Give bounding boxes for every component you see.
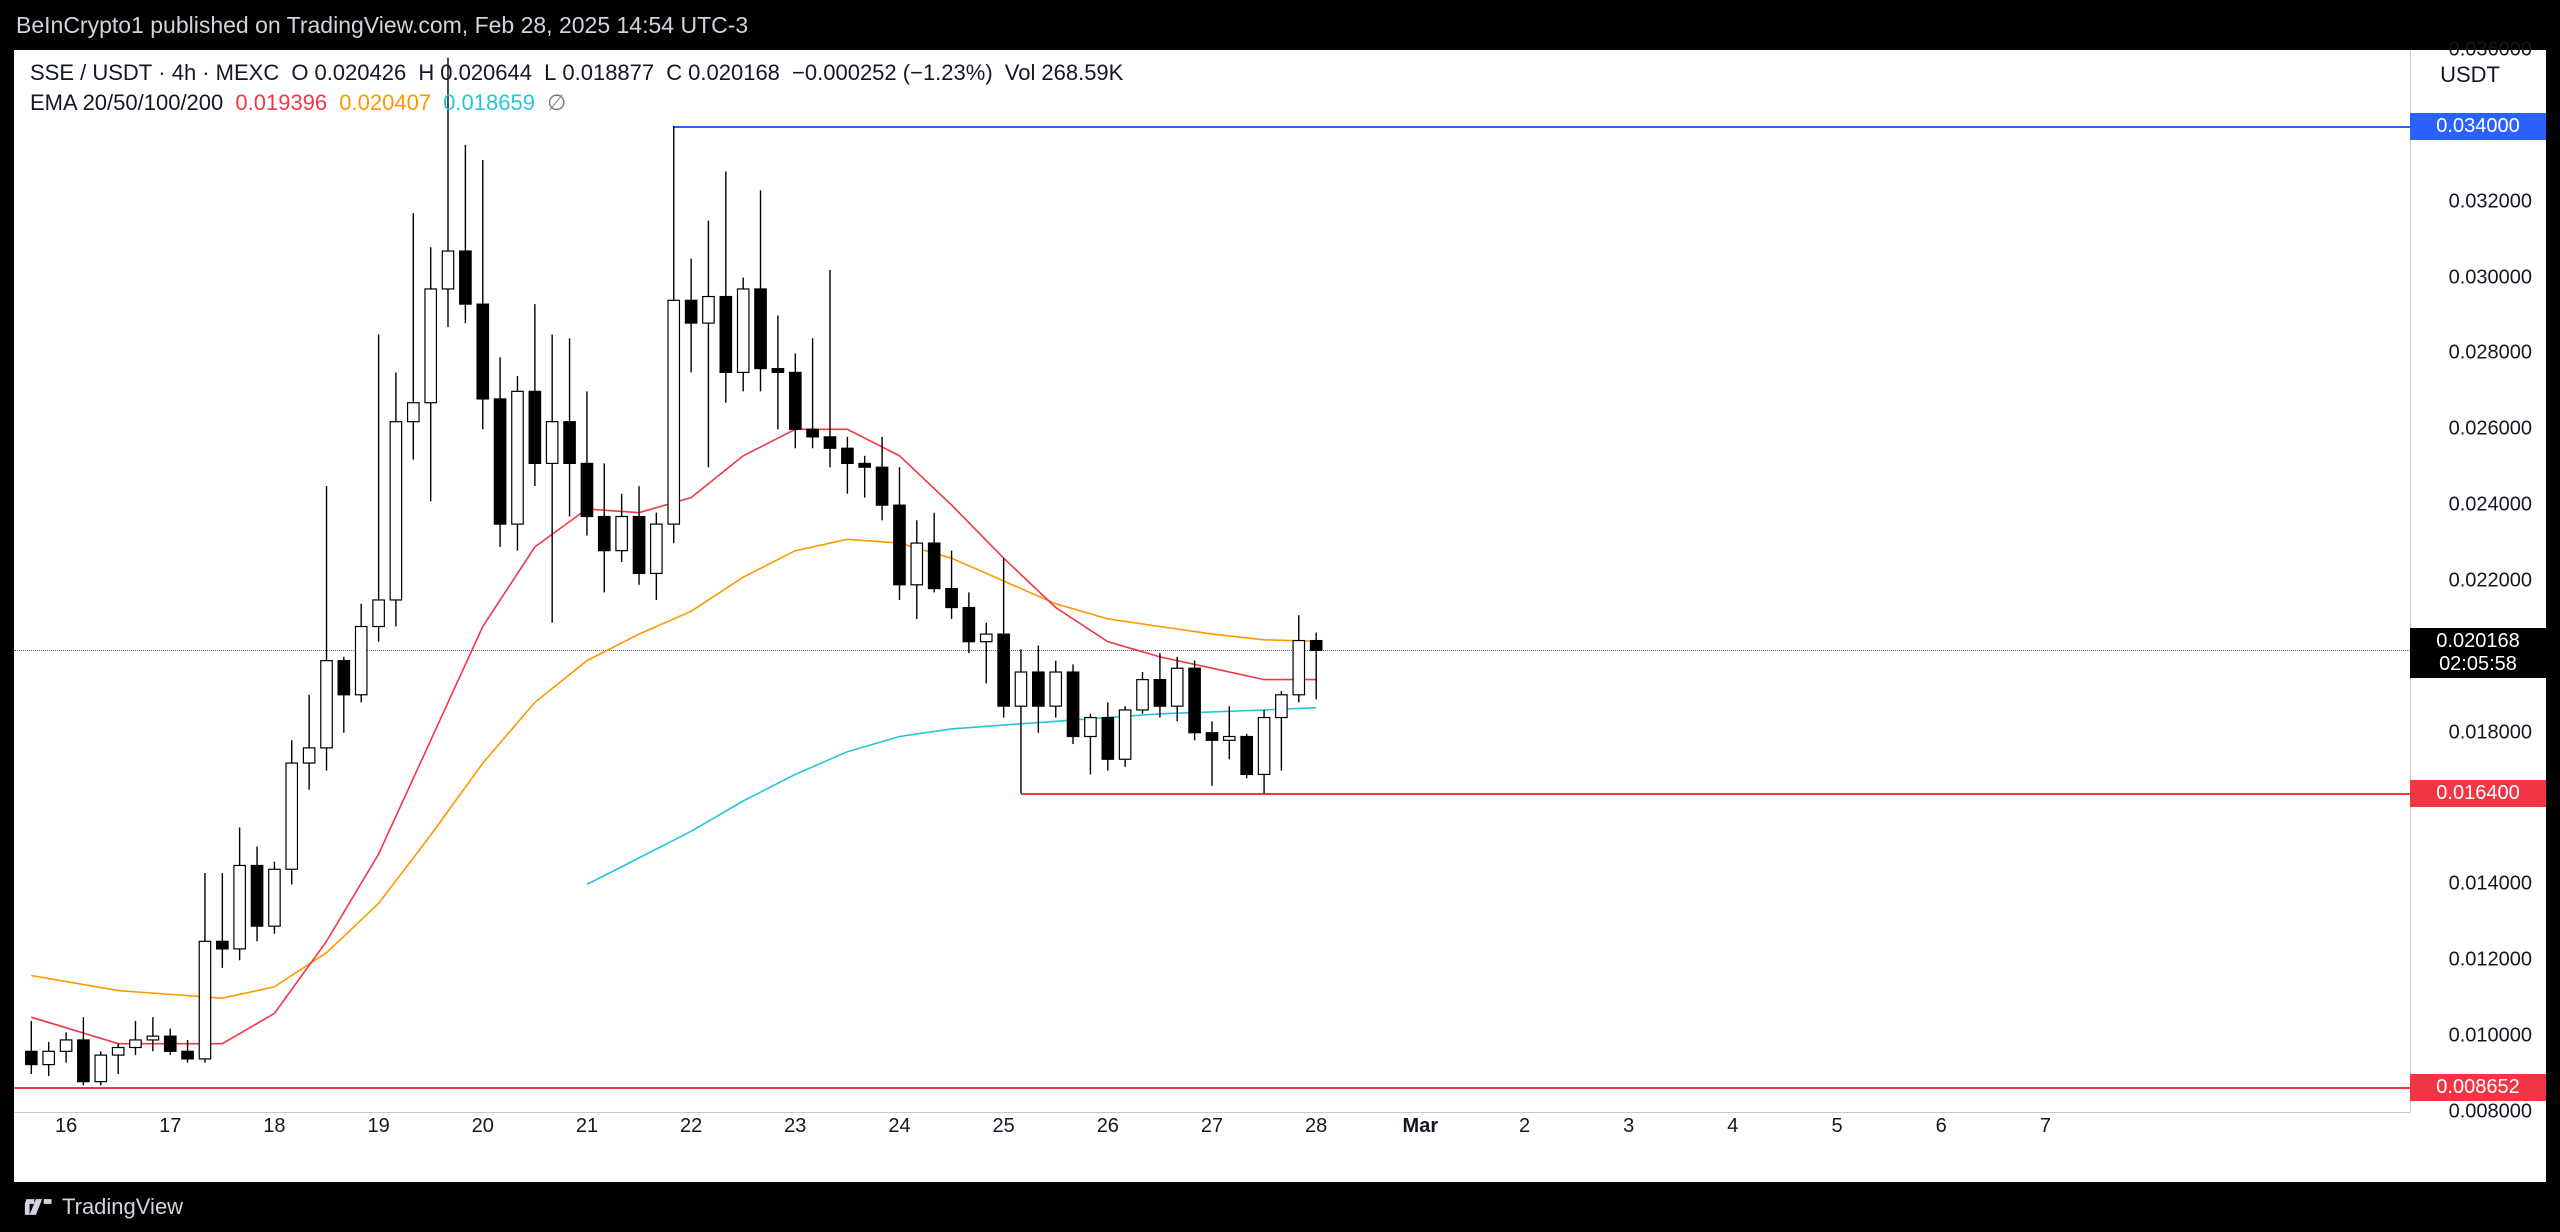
vol-value: 268.59K xyxy=(1041,60,1123,85)
y-tick: 0.012000 xyxy=(2449,949,2532,972)
x-tick: 26 xyxy=(1097,1115,1119,1138)
chart-frame[interactable]: SSE / USDT· 4h· MEXC O0.020426 H0.020644… xyxy=(14,50,2546,1182)
x-tick: 5 xyxy=(1831,1115,1842,1138)
symbol-pair: SSE / USDT xyxy=(30,60,152,85)
o-value: 0.020426 xyxy=(314,60,406,85)
x-tick: 28 xyxy=(1305,1115,1327,1138)
x-tick: 21 xyxy=(576,1115,598,1138)
price-axis[interactable]: USDT 0.0360000.0340000.0320000.0300000.0… xyxy=(2410,50,2546,1112)
symbol-info: SSE / USDT· 4h· MEXC O0.020426 H0.020644… xyxy=(30,60,1129,120)
l-value: 0.018877 xyxy=(562,60,654,85)
ema200-value: ∅ xyxy=(547,90,566,115)
y-tick: 0.022000 xyxy=(2449,570,2532,593)
y-tick: 0.010000 xyxy=(2449,1025,2532,1048)
interval: 4h xyxy=(172,60,196,85)
y-tick: 0.008000 xyxy=(2449,1101,2532,1124)
x-tick: Mar xyxy=(1403,1115,1439,1138)
x-tick: 20 xyxy=(472,1115,494,1138)
x-tick: 7 xyxy=(2040,1115,2051,1138)
c-label: C xyxy=(666,60,682,85)
vol-label: Vol xyxy=(1005,60,1036,85)
price-tag: 0.034000 xyxy=(2410,113,2546,140)
x-tick: 4 xyxy=(1727,1115,1738,1138)
change: −0.000252 (−1.23%) xyxy=(792,60,993,85)
x-tick: 2 xyxy=(1519,1115,1530,1138)
ema-label: EMA 20/50/100/200 xyxy=(30,90,223,115)
h-value: 0.020644 xyxy=(440,60,532,85)
h-label: H xyxy=(418,60,434,85)
x-tick: 19 xyxy=(367,1115,389,1138)
exchange: MEXC xyxy=(216,60,280,85)
time-axis[interactable]: 16171819202122232425262728Mar234567 xyxy=(14,1112,2410,1182)
x-tick: 3 xyxy=(1623,1115,1634,1138)
y-tick: 0.036000 xyxy=(2449,39,2532,62)
c-value: 0.020168 xyxy=(688,60,780,85)
price-tag: 0.02016802:05:58 xyxy=(2410,628,2546,678)
chart-plot[interactable] xyxy=(14,50,2410,1112)
x-tick: 27 xyxy=(1201,1115,1223,1138)
x-tick: 17 xyxy=(159,1115,181,1138)
ema20-value: 0.019396 xyxy=(235,90,327,115)
y-tick: 0.024000 xyxy=(2449,494,2532,517)
x-tick: 24 xyxy=(888,1115,910,1138)
l-label: L xyxy=(544,60,556,85)
x-tick: 6 xyxy=(1936,1115,1947,1138)
o-label: O xyxy=(291,60,308,85)
price-tag: 0.016400 xyxy=(2410,780,2546,807)
quote-currency: USDT xyxy=(2440,62,2500,88)
y-tick: 0.018000 xyxy=(2449,721,2532,744)
ema100-value: 0.018659 xyxy=(443,90,535,115)
y-tick: 0.032000 xyxy=(2449,190,2532,213)
publish-header: BeInCrypto1 published on TradingView.com… xyxy=(0,0,2560,50)
x-tick: 25 xyxy=(993,1115,1015,1138)
y-tick: 0.030000 xyxy=(2449,266,2532,289)
x-tick: 16 xyxy=(55,1115,77,1138)
y-tick: 0.026000 xyxy=(2449,418,2532,441)
ema50-value: 0.020407 xyxy=(339,90,431,115)
x-tick: 23 xyxy=(784,1115,806,1138)
price-tag: 0.008652 xyxy=(2410,1074,2546,1101)
y-tick: 0.014000 xyxy=(2449,873,2532,896)
x-tick: 22 xyxy=(680,1115,702,1138)
y-tick: 0.028000 xyxy=(2449,342,2532,365)
x-tick: 18 xyxy=(263,1115,285,1138)
tradingview-logo: TradingView xyxy=(0,1182,2560,1232)
